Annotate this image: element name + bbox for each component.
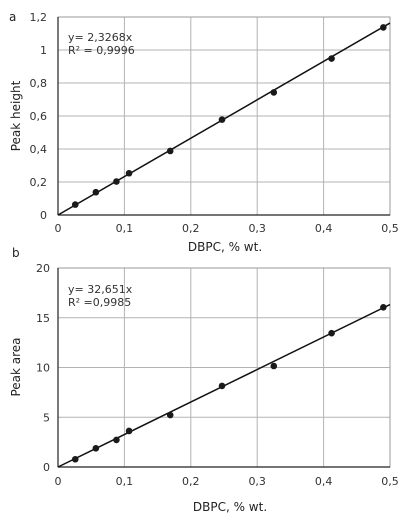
r2-b: R² =0,9985: [68, 296, 131, 309]
x-tick-label: 0,2: [182, 222, 200, 235]
data-point: [125, 427, 133, 435]
y-axis-label-a: Peak height: [9, 80, 23, 151]
panel-label-a: a: [9, 10, 16, 24]
y-tick-label: 1: [40, 44, 47, 57]
data-point: [218, 382, 226, 390]
data-point: [328, 55, 335, 62]
panel-label-b: b: [12, 246, 20, 260]
y-axis-label-b: Peak area: [9, 337, 23, 396]
r2-a: R² = 0,9996: [68, 44, 135, 57]
data-point: [270, 89, 278, 96]
x-tick-label: 0,4: [315, 475, 333, 488]
data-point: [71, 455, 79, 463]
y-tick-label: 0,4: [30, 143, 48, 156]
data-point: [125, 169, 133, 177]
data-point: [380, 24, 387, 31]
x-axis-label-a: DBPC, % wt.: [188, 240, 262, 254]
y-tick-label: 0,2: [30, 176, 48, 189]
data-point: [166, 147, 174, 155]
y-tick-label: 20: [36, 262, 50, 275]
data-point: [113, 178, 120, 185]
data-point: [92, 444, 100, 452]
data-point: [328, 329, 335, 337]
x-tick-label: 0,5: [381, 222, 399, 235]
y-tick-label: 15: [36, 312, 50, 325]
y-tick-label: 0,8: [30, 77, 48, 90]
data-point: [71, 201, 79, 208]
equation-b: y= 32,651x: [68, 283, 133, 296]
y-tick-label: 1,2: [30, 11, 48, 24]
chart-peak-area: b 0 0,1 0,2 0,3 0,4 0,5 0 5 10 15 20 y= 32,651x R²…: [9, 246, 399, 514]
data-point: [270, 362, 278, 370]
data-point: [380, 304, 387, 311]
x-axis-label-b: DBPC, % wt.: [193, 500, 267, 514]
x-tick-label: 0: [55, 222, 62, 235]
x-tick-label: 0,2: [182, 475, 200, 488]
x-tick-label: 0,3: [248, 475, 266, 488]
chart-peak-height: a 0 0,1 0,2 0,3 0,4 0,5 0 0,2 0,4 0,6 0,8 1 1,2 y= 2…: [9, 10, 399, 254]
x-tick-label: 0,3: [248, 222, 266, 235]
x-tick-label: 0,1: [116, 222, 134, 235]
data-point: [166, 411, 174, 419]
x-tick-label: 0,5: [381, 475, 399, 488]
equation-a: y= 2,3268x: [68, 31, 133, 44]
y-tick-label: 0,6: [30, 110, 48, 123]
x-tick-label: 0,1: [116, 475, 134, 488]
data-point: [113, 436, 120, 444]
data-point: [218, 116, 226, 123]
x-tick-label: 0,4: [315, 222, 333, 235]
x-tick-label: 0: [55, 475, 62, 488]
data-point: [92, 188, 100, 196]
y-tick-label: 0: [40, 209, 47, 222]
y-tick-label: 0: [43, 461, 50, 474]
y-tick-label: 5: [43, 411, 50, 424]
y-tick-label: 10: [36, 362, 50, 375]
